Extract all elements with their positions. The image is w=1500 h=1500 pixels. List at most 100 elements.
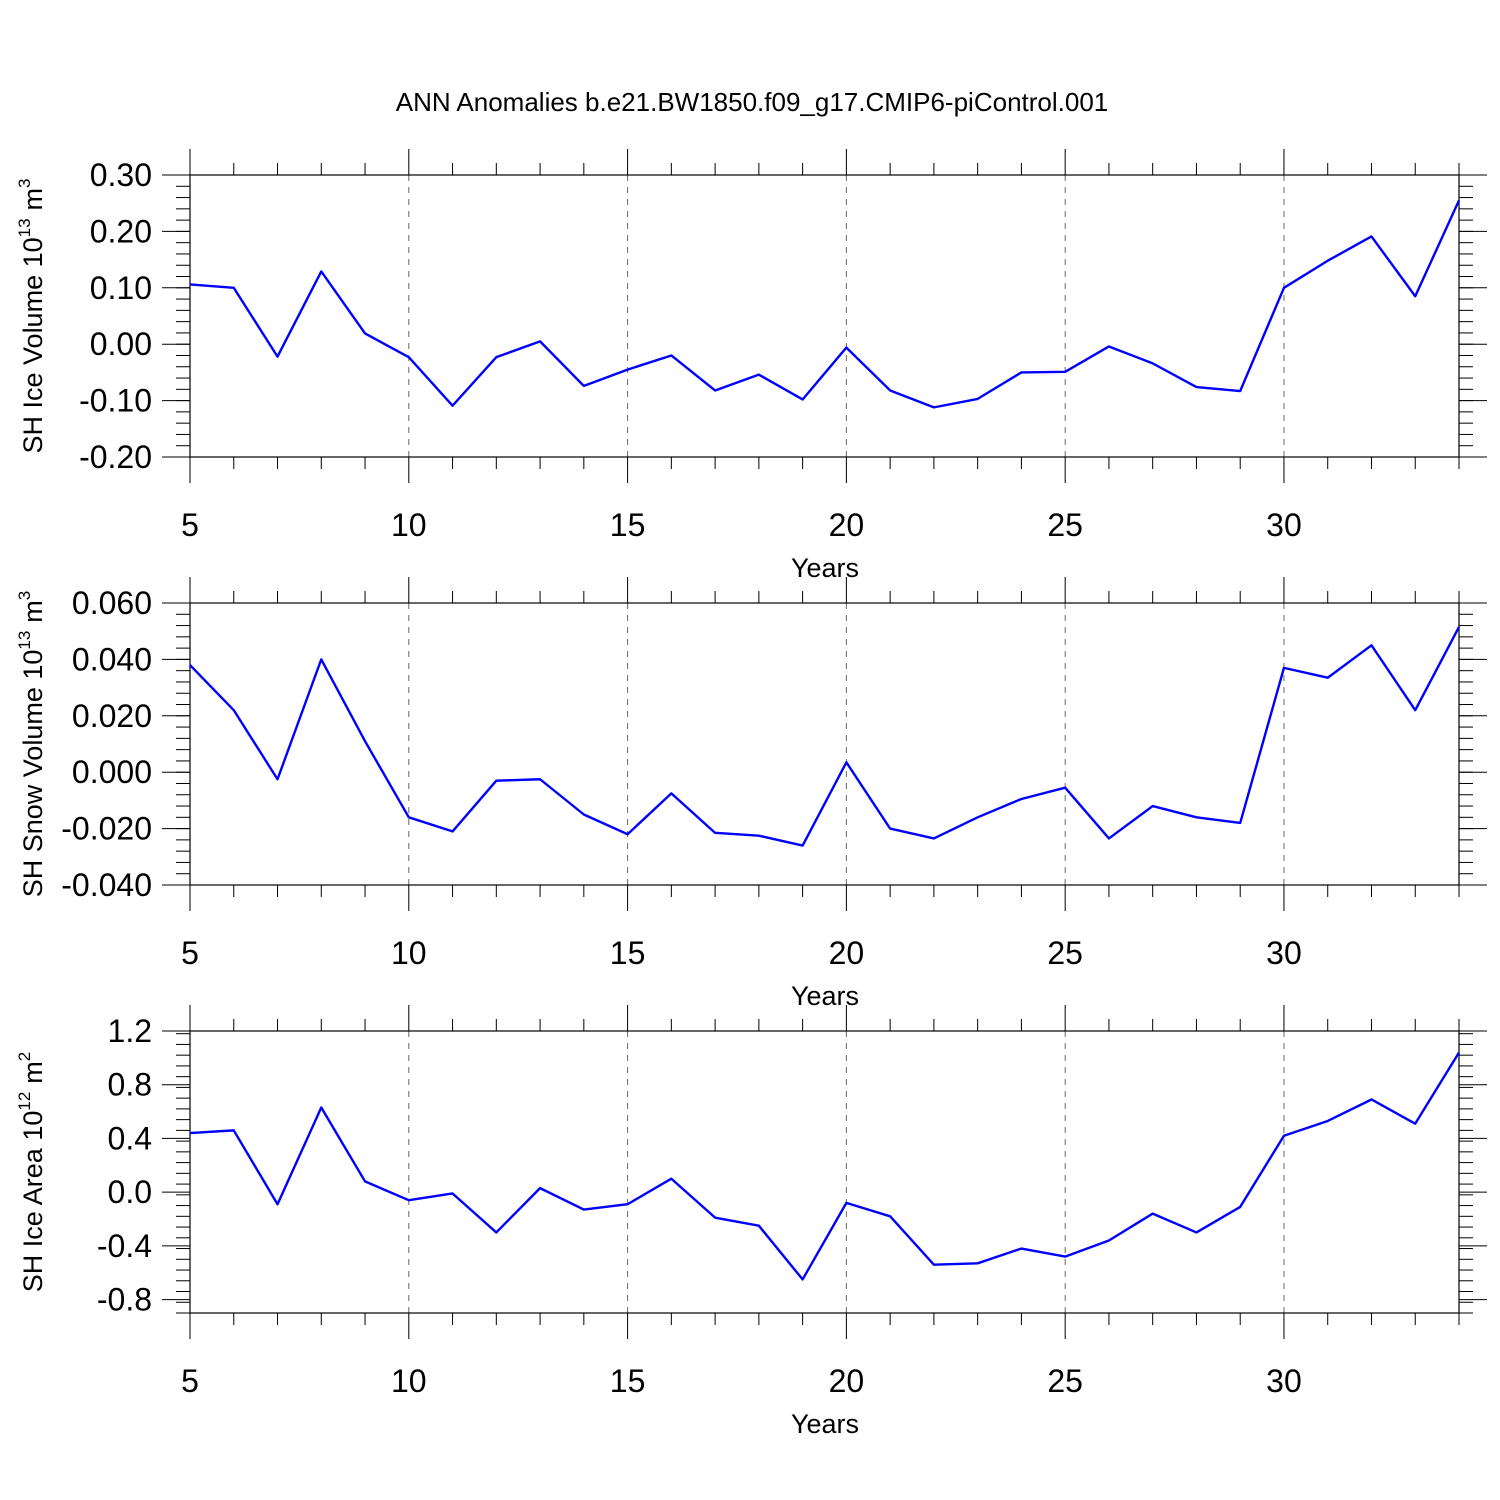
x-tick-label: 25 bbox=[1047, 1363, 1083, 1399]
data-point bbox=[1194, 1230, 1198, 1234]
data-point bbox=[1326, 259, 1330, 263]
data-point bbox=[801, 844, 805, 848]
plot-frame bbox=[189, 602, 1460, 886]
data-point bbox=[1413, 294, 1417, 298]
y-axis-label: SH Ice Area 1012 m2 bbox=[15, 1052, 48, 1293]
x-tick-label: 30 bbox=[1266, 507, 1302, 543]
data-point bbox=[1238, 821, 1242, 825]
x-axis-label: Years bbox=[791, 553, 859, 583]
data-point bbox=[713, 831, 717, 835]
series-line bbox=[189, 626, 1461, 847]
data-point bbox=[232, 1128, 236, 1132]
chart-panel-2: -0.040 -0.020 0.000 0.020 0.040 0.060 5 10 15 20 2… bbox=[15, 577, 1487, 1011]
data-point bbox=[363, 331, 367, 335]
data-point bbox=[801, 1277, 805, 1281]
plot-frame bbox=[189, 1030, 1460, 1314]
data-point bbox=[932, 405, 936, 409]
y-tick-label: 0.020 bbox=[72, 698, 152, 734]
x-tick-label: 15 bbox=[610, 935, 646, 971]
y-tick-label: -0.020 bbox=[61, 811, 152, 847]
x-tick-label: 25 bbox=[1047, 935, 1083, 971]
data-point bbox=[363, 1179, 367, 1183]
data-point bbox=[1326, 676, 1330, 680]
y-tick-label: 0.10 bbox=[90, 270, 152, 306]
data-point bbox=[1151, 804, 1155, 808]
data-point bbox=[232, 708, 236, 712]
data-point bbox=[582, 384, 586, 388]
data-point bbox=[1282, 1134, 1286, 1138]
x-axis-label: Years bbox=[791, 981, 859, 1011]
x-tick-label: 20 bbox=[829, 935, 865, 971]
data-point bbox=[276, 777, 280, 781]
y-axis-label: SH Snow Volume 1013 m3 bbox=[15, 591, 48, 898]
y-tick-label: 0.0 bbox=[108, 1174, 152, 1210]
data-point bbox=[976, 815, 980, 819]
data-point bbox=[1282, 666, 1286, 670]
data-point bbox=[276, 355, 280, 359]
data-point bbox=[538, 777, 542, 781]
data-point bbox=[188, 663, 192, 667]
data-point bbox=[757, 834, 761, 838]
y-axis-label-part: m bbox=[18, 1061, 48, 1084]
data-point bbox=[1413, 1122, 1417, 1126]
y-tick-label: 0.00 bbox=[90, 326, 152, 362]
data-point bbox=[1063, 786, 1067, 790]
x-tick-label: 5 bbox=[181, 935, 199, 971]
data-point bbox=[1457, 625, 1461, 629]
x-tick-label: 30 bbox=[1266, 935, 1302, 971]
data-point bbox=[757, 1224, 761, 1228]
x-tick-label: 10 bbox=[391, 935, 427, 971]
data-point bbox=[538, 1186, 542, 1190]
data-point bbox=[626, 832, 630, 836]
x-tick-label: 15 bbox=[610, 1363, 646, 1399]
data-point bbox=[976, 397, 980, 401]
data-point bbox=[1063, 1255, 1067, 1259]
data-point bbox=[888, 1214, 892, 1218]
data-point bbox=[801, 397, 805, 401]
data-point bbox=[1151, 361, 1155, 365]
data-point bbox=[669, 791, 673, 795]
data-point bbox=[319, 1106, 323, 1110]
x-tick-label: 10 bbox=[391, 1363, 427, 1399]
data-point bbox=[888, 388, 892, 392]
data-point bbox=[1194, 815, 1198, 819]
x-tick-label: 10 bbox=[391, 507, 427, 543]
data-point bbox=[844, 1201, 848, 1205]
y-tick-label: 0.000 bbox=[72, 754, 152, 790]
data-point bbox=[188, 282, 192, 286]
data-point bbox=[407, 1198, 411, 1202]
series-line bbox=[189, 1051, 1461, 1281]
data-point bbox=[669, 353, 673, 357]
data-point bbox=[451, 1191, 455, 1195]
data-point bbox=[757, 373, 761, 377]
data-point bbox=[407, 815, 411, 819]
y-axis-label-superscript: 13 bbox=[15, 218, 34, 237]
y-tick-label: -0.4 bbox=[97, 1228, 152, 1264]
data-point bbox=[1019, 1247, 1023, 1251]
data-point bbox=[319, 269, 323, 273]
data-point bbox=[713, 1216, 717, 1220]
y-axis-label-superscript: 12 bbox=[15, 1092, 34, 1111]
data-point bbox=[451, 829, 455, 833]
y-tick-label: 0.060 bbox=[72, 585, 152, 621]
x-tick-label: 20 bbox=[829, 507, 865, 543]
data-point bbox=[1326, 1119, 1330, 1123]
series-line bbox=[189, 199, 1461, 409]
data-point bbox=[1107, 1238, 1111, 1242]
y-tick-label: 0.30 bbox=[90, 157, 152, 193]
data-point bbox=[582, 813, 586, 817]
data-point bbox=[976, 1261, 980, 1265]
data-point bbox=[1413, 708, 1417, 712]
data-point bbox=[1457, 198, 1461, 202]
data-point bbox=[1369, 1097, 1373, 1101]
data-point bbox=[1107, 344, 1111, 348]
data-point bbox=[407, 355, 411, 359]
y-axis-label-superscript: 2 bbox=[15, 1052, 34, 1061]
y-tick-label: 0.4 bbox=[108, 1120, 152, 1156]
data-point bbox=[844, 346, 848, 350]
y-tick-label: 0.040 bbox=[72, 641, 152, 677]
y-axis-label: SH Ice Volume 1013 m3 bbox=[15, 178, 48, 453]
data-point bbox=[494, 355, 498, 359]
y-tick-label: 0.20 bbox=[90, 213, 152, 249]
data-point bbox=[1457, 1050, 1461, 1054]
